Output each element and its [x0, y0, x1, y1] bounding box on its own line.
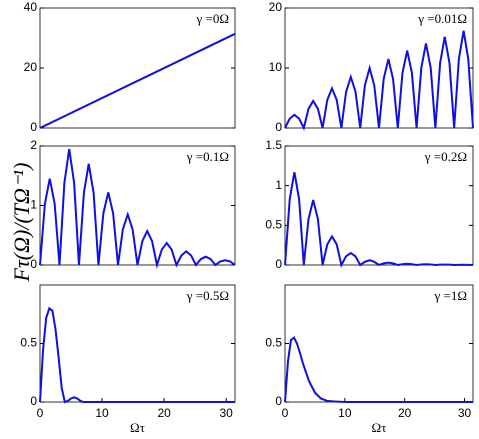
annotation: γ =0.1Ω	[186, 149, 229, 164]
y-tick-label: 10	[269, 60, 283, 74]
y-tick-label: 40	[24, 0, 38, 14]
x-tick-label: 10	[338, 406, 352, 420]
annotation: γ =0.2Ω	[424, 149, 467, 164]
x-axis-label: Ωτ	[130, 420, 145, 434]
x-tick-label: 30	[458, 406, 472, 420]
y-tick-label: 0.5	[265, 218, 282, 232]
annotation: γ =0.01Ω	[417, 11, 467, 26]
x-tick-label: 0	[37, 406, 44, 420]
annotation: γ =0.5Ω	[186, 288, 229, 303]
y-axis-label: Fτ(Ω)/(TΩ⁻¹)	[9, 163, 34, 283]
x-tick-label: 10	[95, 406, 109, 420]
plot-area	[284, 284, 474, 403]
y-tick-label: 1	[30, 198, 37, 212]
annotation: γ =1Ω	[434, 288, 468, 303]
x-axis-label: Ωτ	[372, 420, 387, 434]
x-tick-label: 30	[220, 406, 234, 420]
y-tick-label: 0	[30, 120, 37, 134]
y-tick-label: 20	[269, 0, 283, 14]
y-tick-label: 1.5	[265, 138, 282, 152]
x-tick-label: 20	[398, 406, 412, 420]
plot-area	[284, 145, 474, 266]
y-tick-label: 0	[275, 120, 282, 134]
data-line	[39, 32, 236, 129]
y-tick-label: 0.5	[265, 336, 282, 350]
annotation: γ =0Ω	[196, 11, 230, 26]
y-tick-label: 2	[30, 138, 37, 152]
x-tick-label: 0	[282, 406, 289, 420]
y-tick-label: 0.5	[20, 336, 37, 350]
y-tick-label: 0	[30, 257, 37, 271]
y-tick-label: 0	[30, 394, 37, 408]
plot-area	[39, 7, 236, 129]
data-line	[284, 172, 474, 268]
x-tick-label: 20	[157, 406, 171, 420]
data-line	[39, 306, 235, 404]
y-tick-label: 0	[275, 394, 282, 408]
data-line	[284, 336, 473, 403]
y-tick-label: 1	[275, 178, 282, 192]
y-tick-label: 0	[275, 257, 282, 271]
plot-area	[284, 7, 474, 129]
data-line	[284, 30, 474, 131]
y-tick-label: 20	[24, 60, 38, 74]
data-line	[39, 148, 236, 269]
